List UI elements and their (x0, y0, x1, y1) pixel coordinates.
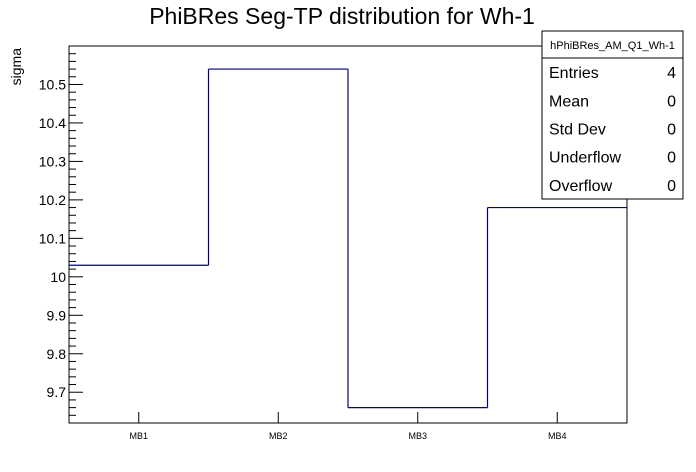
stats-value-std-dev: 0 (667, 122, 676, 139)
stats-box-name: hPhiBRes_AM_Q1_Wh-1 (550, 40, 675, 52)
chart-title: PhiBRes Seg-TP distribution for Wh-1 (149, 3, 535, 29)
stats-box: hPhiBRes_AM_Q1_Wh-1 Entries 4 Mean 0 Std Dev 0… (541, 30, 684, 200)
y-axis-label: sigma (8, 48, 24, 86)
stats-value-mean: 0 (667, 93, 676, 110)
stats-value-overflow: 0 (667, 178, 676, 195)
x-tick-label: MB3 (408, 431, 427, 441)
plot-frame (68, 45, 628, 424)
x-tick-label: MB2 (269, 431, 288, 441)
plot-area: 9.7 9.8 9.9 10 10.1 10.2 10.3 10.4 10.5 MB1 MB2 MB3… (39, 45, 628, 441)
stats-box-frame (541, 30, 684, 200)
stats-label-entries: Entries (549, 65, 599, 82)
stats-label-mean: Mean (549, 93, 589, 110)
stats-value-entries: 4 (667, 65, 676, 82)
y-tick-label: 10.3 (39, 153, 66, 169)
x-tick-label: MB1 (129, 431, 148, 441)
y-tick-label: 10 (50, 269, 66, 285)
stats-label-overflow: Overflow (549, 178, 613, 195)
y-tick-label: 9.9 (47, 307, 67, 323)
x-tick-label: MB4 (548, 431, 567, 441)
stats-label-underflow: Underflow (549, 150, 621, 167)
stats-value-underflow: 0 (667, 150, 676, 167)
y-tick-label: 9.7 (47, 384, 67, 400)
stats-label-std-dev: Std Dev (549, 122, 606, 139)
y-tick-label: 10.1 (39, 230, 66, 246)
y-tick-label: 9.8 (47, 346, 67, 362)
y-tick-label: 10.2 (39, 192, 66, 208)
y-tick-label: 10.4 (39, 115, 66, 131)
y-tick-label: 10.5 (39, 76, 66, 92)
